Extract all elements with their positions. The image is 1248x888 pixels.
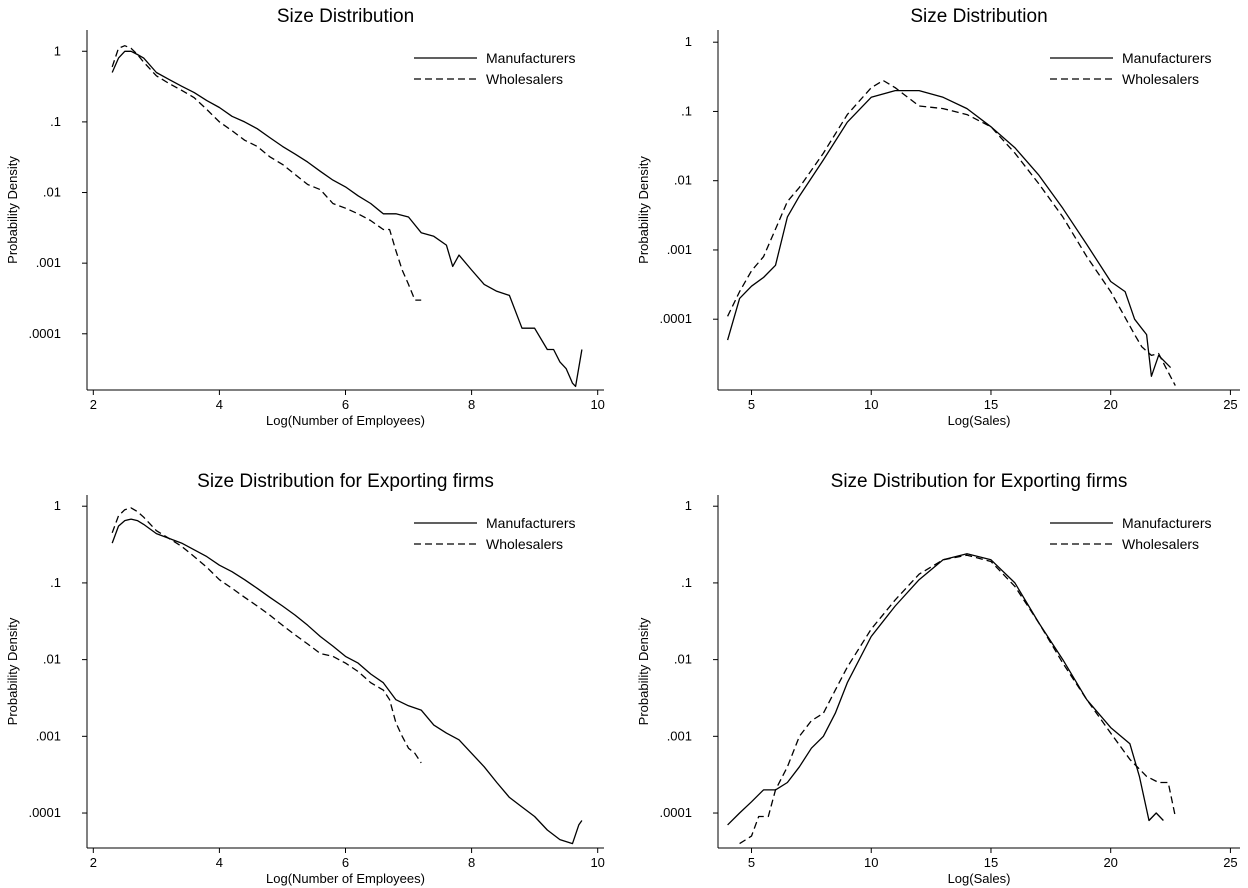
- y-tick-label: .001: [36, 728, 61, 743]
- y-tick-label: .1: [681, 103, 692, 118]
- chart-title: Size Distribution: [910, 6, 1047, 27]
- legend-label-wholesalers: Wholesalers: [486, 71, 563, 87]
- legend-label-wholesalers: Wholesalers: [1122, 71, 1199, 87]
- series-line-manufacturers: [111, 50, 583, 388]
- x-tick-label: 15: [984, 855, 998, 870]
- y-tick-label: 1: [685, 34, 692, 49]
- y-tick-label: .01: [43, 185, 61, 200]
- legend-label-manufacturers: Manufacturers: [1122, 50, 1211, 66]
- x-tick-label: 5: [748, 397, 755, 412]
- y-tick-label: .0001: [28, 326, 61, 341]
- series-line-wholesalers: [739, 554, 1176, 845]
- y-tick-label: .0001: [659, 311, 692, 326]
- legend-label-manufacturers: Manufacturers: [486, 50, 575, 66]
- y-axis-label: Probability Density: [636, 617, 651, 725]
- series-line-manufacturers: [111, 518, 583, 845]
- series-line-wholesalers: [111, 45, 422, 301]
- chart-title: Size Distribution for Exporting firms: [197, 471, 494, 492]
- x-tick-label: 15: [984, 397, 998, 412]
- x-tick-label: 25: [1223, 397, 1237, 412]
- y-tick-label: 1: [685, 498, 692, 513]
- legend-label-wholesalers: Wholesalers: [486, 536, 563, 552]
- y-tick-label: .001: [36, 255, 61, 270]
- chart-panel-4: Size Distribution for Exporting firms 5 10…: [636, 471, 1240, 886]
- x-tick-label: 10: [864, 855, 878, 870]
- chart-title: Size Distribution for Exporting firms: [831, 471, 1128, 492]
- x-tick-label: 8: [468, 397, 475, 412]
- x-tick-label: 20: [1103, 855, 1117, 870]
- y-tick-label: .1: [681, 575, 692, 590]
- y-tick-label: .001: [667, 728, 692, 743]
- y-tick-label: .0001: [28, 805, 61, 820]
- legend-label-manufacturers: Manufacturers: [1122, 515, 1211, 531]
- chart-title: Size Distribution: [277, 6, 414, 27]
- y-axis-label: Probability Density: [636, 156, 651, 264]
- y-tick-label: 1: [54, 498, 61, 513]
- x-tick-label: 10: [590, 397, 604, 412]
- y-tick-label: .1: [50, 114, 61, 129]
- x-tick-label: 2: [90, 855, 97, 870]
- y-axis-label: Probability Density: [5, 617, 20, 725]
- series-line-manufacturers: [726, 89, 1172, 377]
- y-tick-label: .01: [674, 173, 692, 188]
- x-tick-label: 4: [216, 855, 223, 870]
- x-tick-label: 6: [342, 855, 349, 870]
- series-line-wholesalers: [727, 79, 1176, 386]
- y-tick-label: .001: [667, 242, 692, 257]
- chart-panel-2: Size Distribution 5 10 15 20 25 1 .1 .01 .001 .000…: [636, 6, 1240, 428]
- series-line-wholesalers: [111, 507, 422, 764]
- y-axis-label: Probability Density: [5, 156, 20, 264]
- x-tick-label: 20: [1103, 397, 1117, 412]
- chart-panel-1: Size Distribution 2 4 6 8 10 1 .1 .01 .001 .0001 Lo…: [5, 6, 605, 428]
- legend-label-wholesalers: Wholesalers: [1122, 536, 1199, 552]
- y-tick-label: .0001: [659, 805, 692, 820]
- x-tick-label: 6: [342, 397, 349, 412]
- x-tick-label: 25: [1223, 855, 1237, 870]
- legend-label-manufacturers: Manufacturers: [486, 515, 575, 531]
- series-line-manufacturers: [727, 553, 1164, 826]
- x-tick-label: 2: [90, 397, 97, 412]
- x-tick-label: 8: [468, 855, 475, 870]
- y-tick-label: 1: [54, 43, 61, 58]
- x-tick-label: 4: [216, 397, 223, 412]
- chart-panel-3: Size Distribution for Exporting firms 2 4 6…: [5, 471, 605, 886]
- y-tick-label: .1: [50, 575, 61, 590]
- y-tick-label: .01: [43, 652, 61, 667]
- x-axis-label: Log(Sales): [948, 413, 1011, 428]
- x-axis-label: Log(Sales): [948, 871, 1011, 886]
- x-axis-label: Log(Number of Employees): [266, 413, 425, 428]
- x-tick-label: 5: [748, 855, 755, 870]
- x-axis-label: Log(Number of Employees): [266, 871, 425, 886]
- x-tick-label: 10: [590, 855, 604, 870]
- x-tick-label: 10: [864, 397, 878, 412]
- y-tick-label: .01: [674, 652, 692, 667]
